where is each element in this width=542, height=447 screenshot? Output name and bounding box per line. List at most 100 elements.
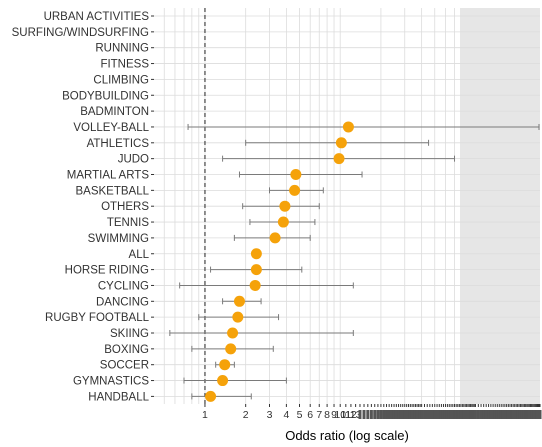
x-tick-label-overplot [428, 410, 432, 419]
data-point [333, 153, 345, 165]
x-tick-label: 6 [307, 409, 313, 421]
x-tick-label-overplot [401, 410, 405, 419]
x-tick-label-overplot [413, 410, 417, 419]
data-point [232, 311, 244, 323]
x-tick-label-overplot [476, 410, 480, 419]
x-tick-label-overplot [510, 410, 514, 419]
x-tick-label-overplot [425, 410, 429, 419]
x-tick-label-overplot [489, 410, 493, 419]
x-tick-label-overplot [373, 410, 377, 419]
category-label: MARTIAL ARTS [67, 170, 150, 182]
x-tick-label-overplot [441, 410, 445, 419]
category-label: JUDO [118, 154, 149, 166]
x-tick-label: 8 [324, 409, 330, 421]
data-point [225, 343, 237, 355]
category-label: GYMNASTICS [73, 376, 149, 388]
x-tick-label-overplot [405, 410, 409, 419]
x-tick-label-overplot [420, 410, 424, 419]
data-point [289, 184, 301, 196]
x-tick-label-overplot [484, 410, 488, 419]
category-label: BADMINTON [80, 106, 149, 118]
x-tick-label-overplot [387, 410, 391, 419]
x-tick-label-overplot [397, 410, 401, 419]
x-tick-label-overplot [479, 410, 483, 419]
x-tick-label: 5 [297, 409, 303, 421]
x-tick-label-overplot [445, 410, 449, 419]
data-point [233, 295, 245, 307]
x-tick-label-overplot [366, 410, 370, 419]
x-tick-label-overplot [505, 410, 509, 419]
x-tick-label: 2 [243, 409, 249, 421]
data-point [205, 390, 217, 402]
x-tick-label-overplot [376, 410, 380, 419]
x-tick-label-overplot [454, 410, 458, 419]
category-label: CYCLING [98, 280, 149, 292]
data-point [249, 279, 261, 291]
category-label: SURFING/WINDSURFING [12, 27, 149, 39]
category-label: RUGBY FOOTBALL [45, 312, 150, 324]
x-tick-label-overplot [430, 410, 434, 419]
y-axis-labels: URBAN ACTIVITIES SURFING/WINDSURFING RUNNI… [12, 11, 154, 403]
data-point [217, 375, 229, 387]
x-tick-label-overplot [456, 410, 460, 419]
x-tick-label-overplot [503, 410, 507, 419]
x-tick-label-overplot [437, 410, 441, 419]
x-tick-label-overplot [499, 410, 503, 419]
x-tick-label-overplot [451, 410, 455, 419]
data-point [250, 248, 262, 260]
x-tick-label-overplot [473, 410, 477, 419]
category-label: BOXING [104, 344, 149, 356]
x-tick-label-overplot [487, 410, 491, 419]
x-tick-label-overplot [506, 410, 510, 419]
x-tick-label-overplot [415, 410, 419, 419]
category-label: DANCING [96, 296, 149, 308]
x-tick-label-overplot [443, 410, 447, 419]
x-tick-label-overplot [407, 410, 411, 419]
x-tick-label-overplot [379, 410, 383, 419]
x-tick-label-overplot [399, 410, 403, 419]
x-tick-label-overplot [417, 410, 421, 419]
x-tick-label: 1 [202, 409, 208, 421]
category-label: SWIMMING [88, 233, 149, 245]
x-tick-label-overplot [403, 410, 407, 419]
x-tick-label-overplot [435, 410, 439, 419]
x-axis-title: Odds ratio (log scale) [285, 428, 409, 443]
data-point [342, 121, 354, 133]
x-tick-label-overplot [493, 410, 497, 419]
x-tick-label-overplot [538, 410, 542, 419]
x-tick-label-overplot [433, 410, 437, 419]
data-point [279, 200, 291, 212]
category-label: BASKETBALL [75, 185, 149, 197]
x-tick-label-overplot [497, 410, 501, 419]
x-tick-label-overplot [385, 410, 389, 419]
x-tick-label: 13 [350, 409, 362, 421]
category-label: RUNNING [95, 43, 149, 55]
category-label: FITNESS [100, 59, 149, 71]
x-tick-label: 3 [267, 409, 273, 421]
x-tick-label: 9 [331, 409, 337, 421]
x-tick-label-overplot [495, 410, 499, 419]
x-tick-label-overplot [439, 410, 443, 419]
category-label: OTHERS [101, 201, 149, 213]
category-label: HANDBALL [88, 391, 149, 403]
x-tick-label-overplot [491, 410, 495, 419]
points [205, 121, 354, 402]
data-point [277, 216, 289, 228]
x-tick-label-overplot [453, 410, 457, 419]
x-tick-label: 12 [345, 409, 357, 421]
x-tick-label: 7 [316, 409, 322, 421]
category-label: SOCCER [100, 360, 149, 372]
x-tick-label-overplot [362, 410, 366, 419]
category-label: SKIING [110, 328, 149, 340]
category-label: ALL [129, 249, 150, 261]
data-point [227, 327, 239, 339]
x-tick-cluster [358, 404, 542, 419]
x-tick-label-overplot [508, 410, 512, 419]
data-point [269, 232, 281, 244]
x-tick-label-overplot [408, 410, 412, 419]
data-point [335, 137, 347, 149]
x-tick-label-overplot [358, 410, 362, 419]
x-tick-label-overplot [511, 410, 515, 419]
